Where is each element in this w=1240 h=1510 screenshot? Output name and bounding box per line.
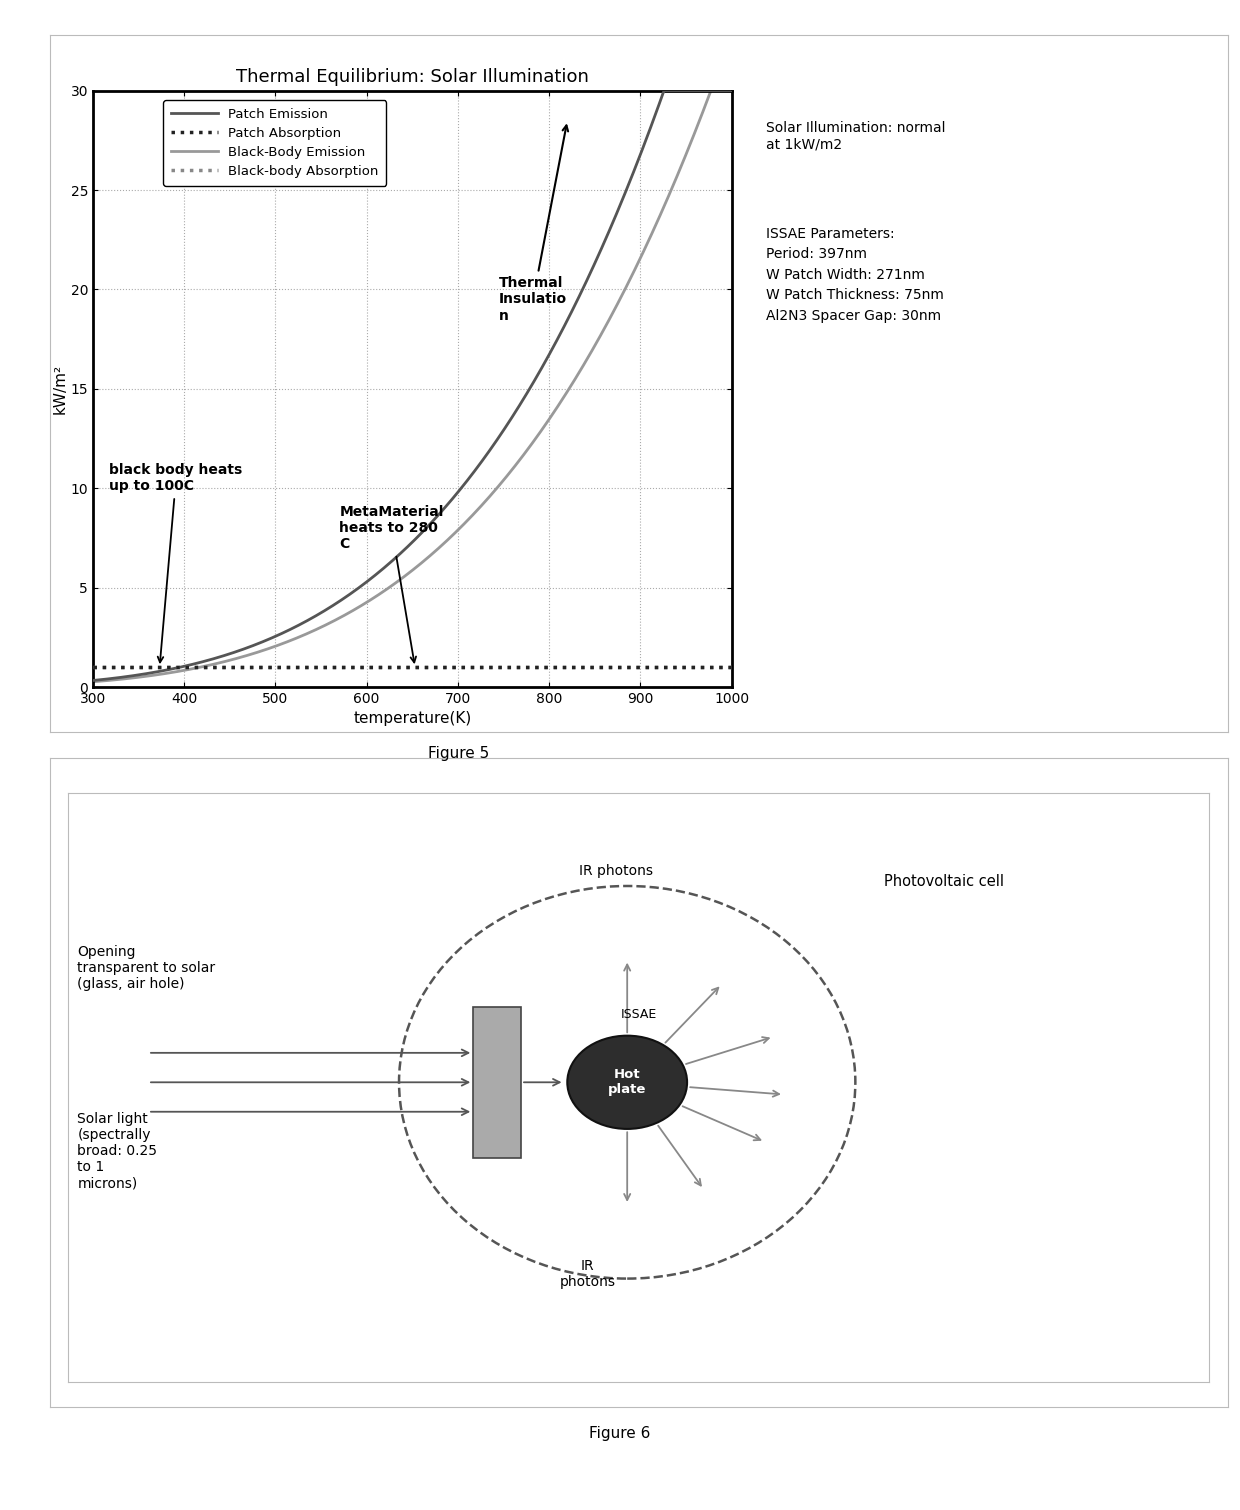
X-axis label: temperature(K): temperature(K) [353,711,471,726]
Legend: Patch Emission, Patch Absorption, Black-Body Emission, Black-body Absorption: Patch Emission, Patch Absorption, Black-… [164,100,387,186]
Text: Opening
transparent to solar
(glass, air hole): Opening transparent to solar (glass, air… [77,945,216,991]
Text: Solar light
(spectrally
broad: 0.25
to 1
microns): Solar light (spectrally broad: 0.25 to 1… [77,1111,157,1190]
Text: IR
photons: IR photons [559,1259,615,1288]
Text: Solar Illumination: normal
at 1kW/m2: Solar Illumination: normal at 1kW/m2 [766,121,946,151]
Text: black body heats
up to 100C: black body heats up to 100C [109,464,243,663]
Title: Thermal Equilibrium: Solar Illumination: Thermal Equilibrium: Solar Illumination [236,68,589,86]
Text: Thermal
Insulatio
n: Thermal Insulatio n [498,125,568,323]
Text: Hot
plate: Hot plate [608,1068,646,1096]
Ellipse shape [568,1036,687,1129]
Text: Figure 5: Figure 5 [428,746,490,761]
Text: ISSAE: ISSAE [620,1009,657,1021]
Text: ISSAE Parameters:
Period: 397nm
W Patch Width: 271nm
W Patch Thickness: 75nm
Al2: ISSAE Parameters: Period: 397nm W Patch … [766,226,944,323]
Text: Figure 6: Figure 6 [589,1425,651,1441]
Y-axis label: kW/m²: kW/m² [53,364,68,414]
Text: IR photons: IR photons [579,864,652,879]
Bar [474,1007,521,1158]
Text: Photovoltaic cell: Photovoltaic cell [884,874,1004,888]
Text: MetaMaterial
heats to 280
C: MetaMaterial heats to 280 C [340,504,444,663]
